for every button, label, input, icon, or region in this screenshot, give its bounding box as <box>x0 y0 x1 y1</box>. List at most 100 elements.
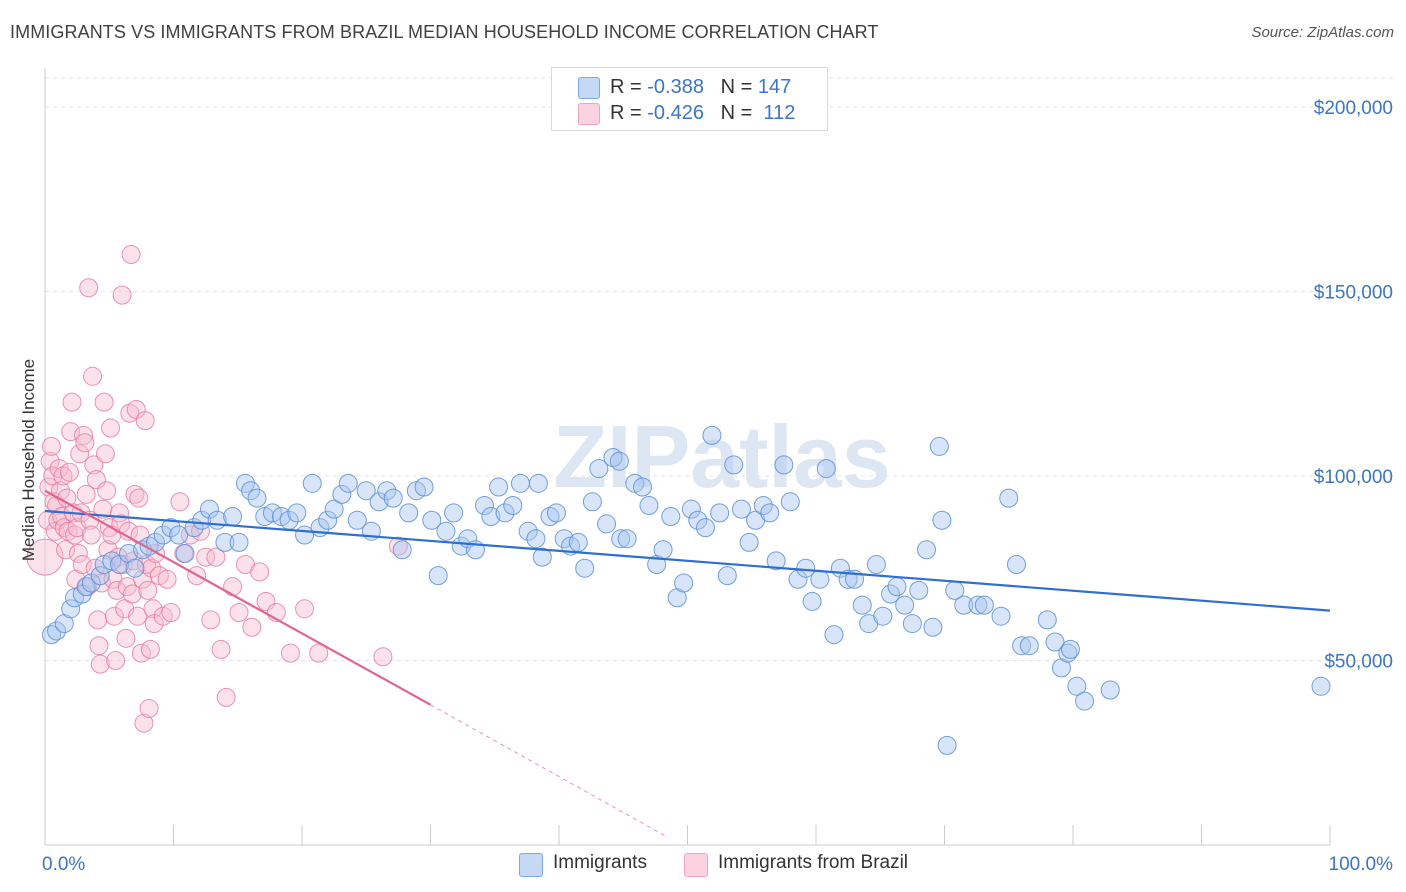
immigrants-point <box>838 569 858 589</box>
brazil-point <box>90 654 110 674</box>
watermark: ZIPatlas <box>553 407 890 506</box>
immigrants-point <box>495 503 515 523</box>
brazil-point <box>75 433 95 453</box>
immigrants-point <box>633 477 653 497</box>
immigrants-point <box>489 477 509 497</box>
axes <box>44 68 1331 846</box>
immigrants-point <box>332 484 352 504</box>
immigrants-point <box>223 507 243 527</box>
immigrants-point <box>932 510 952 530</box>
bottom-legend-label: Immigrants <box>553 852 647 873</box>
immigrants-point <box>229 532 249 552</box>
brazil-point <box>250 562 270 582</box>
immigrants-point <box>1037 610 1057 630</box>
immigrants-point <box>582 492 602 512</box>
immigrants-point <box>1311 676 1331 696</box>
brazil-point <box>138 580 158 600</box>
brazil-point <box>81 525 101 545</box>
brazil-point <box>211 639 231 659</box>
brazil-point <box>143 599 163 619</box>
brazil-point <box>106 650 126 670</box>
immigrants-point <box>760 503 780 523</box>
brazil-point <box>41 436 61 456</box>
immigrants-point <box>866 555 886 575</box>
immigrants-point <box>852 595 872 615</box>
chart-title: IMMIGRANTS VS IMMIGRANTS FROM BRAZIL MED… <box>10 22 879 42</box>
brazil-point <box>70 444 90 464</box>
brazil-point <box>53 466 73 486</box>
legend-swatch-pink <box>578 103 600 125</box>
immigrants-point <box>356 481 376 501</box>
immigrants-point <box>528 473 548 493</box>
brazil-point <box>125 484 145 504</box>
immigrants-point <box>653 540 673 560</box>
brazil-point <box>216 687 236 707</box>
immigrants-point <box>125 558 145 578</box>
brazil-point <box>98 540 118 560</box>
brazil-point <box>121 245 141 265</box>
immigrants-point <box>318 510 338 530</box>
immigrants-point <box>881 584 901 604</box>
immigrants-point <box>597 514 617 534</box>
immigrants-point <box>302 473 322 493</box>
immigrants-point <box>731 499 751 519</box>
immigrants-point <box>1019 636 1039 656</box>
immigrants-point <box>923 617 943 637</box>
x-tick-label-min: 0.0% <box>42 854 85 875</box>
brazil-point <box>61 422 81 442</box>
immigrants-point <box>1045 632 1065 652</box>
immigrants-point <box>902 614 922 634</box>
immigrants-point <box>90 566 110 586</box>
immigrants-point <box>603 448 623 467</box>
correlation-legend: R = -0.388 N = 147 R = -0.426 N = 112 <box>551 67 828 131</box>
legend-r-label: R = <box>610 76 648 98</box>
immigrants-point <box>47 621 67 641</box>
immigrants-point <box>810 569 830 589</box>
bottom-legend-swatch-pink <box>684 853 708 877</box>
y-tick-labels: $50,000 $100,000 $150,000 $200,000 <box>1314 98 1393 673</box>
immigrants-point <box>710 503 730 523</box>
brazil-point <box>97 481 117 501</box>
immigrants-point <box>215 532 235 552</box>
immigrants-point <box>589 459 609 479</box>
source-label: Source: ZipAtlas.com <box>1251 24 1394 41</box>
brazil-point <box>139 698 159 718</box>
immigrants-point <box>774 455 794 475</box>
immigrants-point <box>422 510 442 530</box>
immigrants-point <box>999 488 1019 508</box>
brazil-point <box>206 547 226 567</box>
immigrants-point <box>688 510 708 530</box>
immigrants-point <box>568 532 588 552</box>
brazil-point <box>135 411 155 431</box>
brazil-point <box>129 488 149 508</box>
brazil-point <box>134 713 154 733</box>
immigrants-point <box>546 503 566 523</box>
immigrants-point <box>518 521 538 541</box>
immigrants-point <box>895 595 915 615</box>
immigrants-point <box>324 499 344 519</box>
immigrants-point <box>873 606 893 626</box>
brazil-point <box>140 639 160 659</box>
immigrants-point <box>247 488 267 508</box>
immigrants-point <box>968 595 988 615</box>
immigrants-point <box>474 495 494 515</box>
immigrants-point <box>503 495 523 515</box>
immigrants-point <box>695 518 715 538</box>
immigrants-point <box>175 543 195 563</box>
immigrants-point <box>526 529 546 549</box>
immigrants-point <box>917 540 937 560</box>
immigrants-point <box>1100 680 1120 700</box>
brazil-point <box>89 636 109 656</box>
brazil-point <box>309 643 329 663</box>
legend-swatch-blue <box>578 77 600 99</box>
immigrants-point <box>481 507 501 527</box>
immigrants-point <box>575 558 595 578</box>
legend-n-value: 147 <box>757 76 792 98</box>
immigrants-point <box>974 595 994 615</box>
legend-n-label: N = <box>720 102 758 124</box>
brazil-point <box>59 462 79 482</box>
brazil-point <box>101 418 121 438</box>
brazil-point <box>94 392 114 412</box>
immigrants-point <box>444 503 464 523</box>
immigrants-point <box>909 580 929 600</box>
